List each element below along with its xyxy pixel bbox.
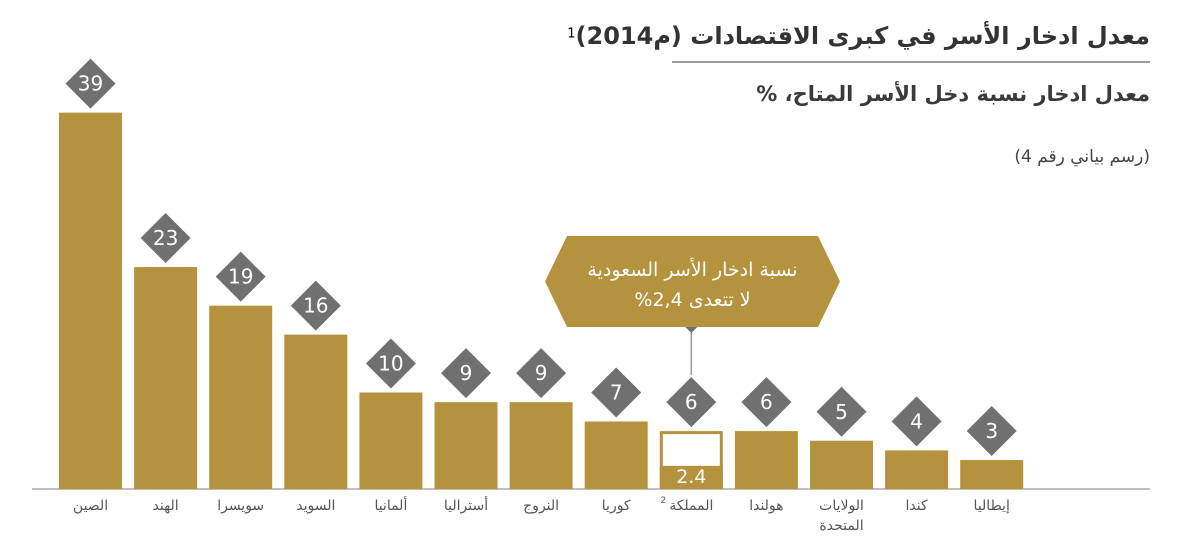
category-label: إيطاليا <box>974 498 1010 514</box>
value-label: 19 <box>228 265 253 289</box>
category-label: ألمانيا <box>374 496 407 514</box>
value-badge <box>816 386 867 437</box>
chart-subtitle: معدل ادخار نسبة دخل الأسر المتاح، % <box>756 82 1150 106</box>
bar <box>509 402 573 489</box>
bar <box>885 450 949 489</box>
chart-title-block: معدل ادخار الأسر في كبرى الاقتصادات (م20… <box>567 22 1150 50</box>
category-label: كوريا <box>602 498 631 514</box>
category-label: أستراليا <box>444 496 488 514</box>
category-label: المتحدة <box>819 518 863 534</box>
value-label: 6 <box>685 390 698 414</box>
bar <box>359 392 423 489</box>
bar <box>134 267 198 489</box>
category-label: النروج <box>523 498 559 514</box>
title-divider <box>672 61 1150 63</box>
bar-actual-saudi <box>659 465 723 489</box>
value-label: 7 <box>610 380 623 404</box>
category-label: المملكة <box>669 498 713 514</box>
value-label: 4 <box>910 409 923 433</box>
title-footnote-marker: 1 <box>567 26 576 42</box>
value-badge <box>591 367 642 418</box>
value-badge <box>516 348 567 399</box>
value-label: 3 <box>985 419 998 443</box>
category-label: كندا <box>906 498 928 514</box>
value-badge <box>666 377 717 428</box>
value-badge <box>290 280 341 331</box>
value-badge <box>365 338 416 389</box>
value-label: 6 <box>760 390 773 414</box>
bar <box>59 112 122 490</box>
callout-text: نسبة ادخار الأسر السعودية <box>587 258 797 281</box>
bar-outline-saudi <box>659 431 723 490</box>
category-footnote-marker: 2 <box>660 496 666 506</box>
value-badge <box>140 213 191 264</box>
value-label: 9 <box>460 361 473 385</box>
category-label: الصين <box>73 498 108 514</box>
bar <box>434 402 498 489</box>
bar <box>584 421 648 489</box>
value-label: 23 <box>153 226 178 250</box>
callout-box <box>545 236 840 327</box>
value-label: 9 <box>535 361 548 385</box>
bar <box>284 334 348 489</box>
value-label: 16 <box>303 294 328 318</box>
chart-title: معدل ادخار الأسر في كبرى الاقتصادات (م20… <box>575 22 1150 50</box>
bar <box>960 460 1024 489</box>
category-label: السويد <box>296 498 335 514</box>
value-badge <box>215 251 266 302</box>
bar <box>810 440 873 489</box>
value-badge <box>65 58 116 109</box>
category-label: سويسرا <box>217 498 264 514</box>
value-badge <box>741 377 792 428</box>
value-badge <box>966 406 1017 457</box>
bar <box>734 431 798 489</box>
bar <box>209 305 273 489</box>
value-label: 10 <box>378 352 403 376</box>
value-label: 39 <box>78 72 103 96</box>
value-label: 5 <box>835 400 848 424</box>
category-label: هولندا <box>749 498 783 514</box>
value-badge <box>891 396 942 447</box>
callout-text: لا تتعدى 2,4% <box>634 289 750 311</box>
bar-actual-label: 2.4 <box>676 466 706 488</box>
category-label: الولايات <box>819 498 864 514</box>
figure-reference: (رسم بياني رقم 4) <box>1014 147 1150 167</box>
category-label: الهند <box>153 498 179 514</box>
value-badge <box>441 348 491 399</box>
